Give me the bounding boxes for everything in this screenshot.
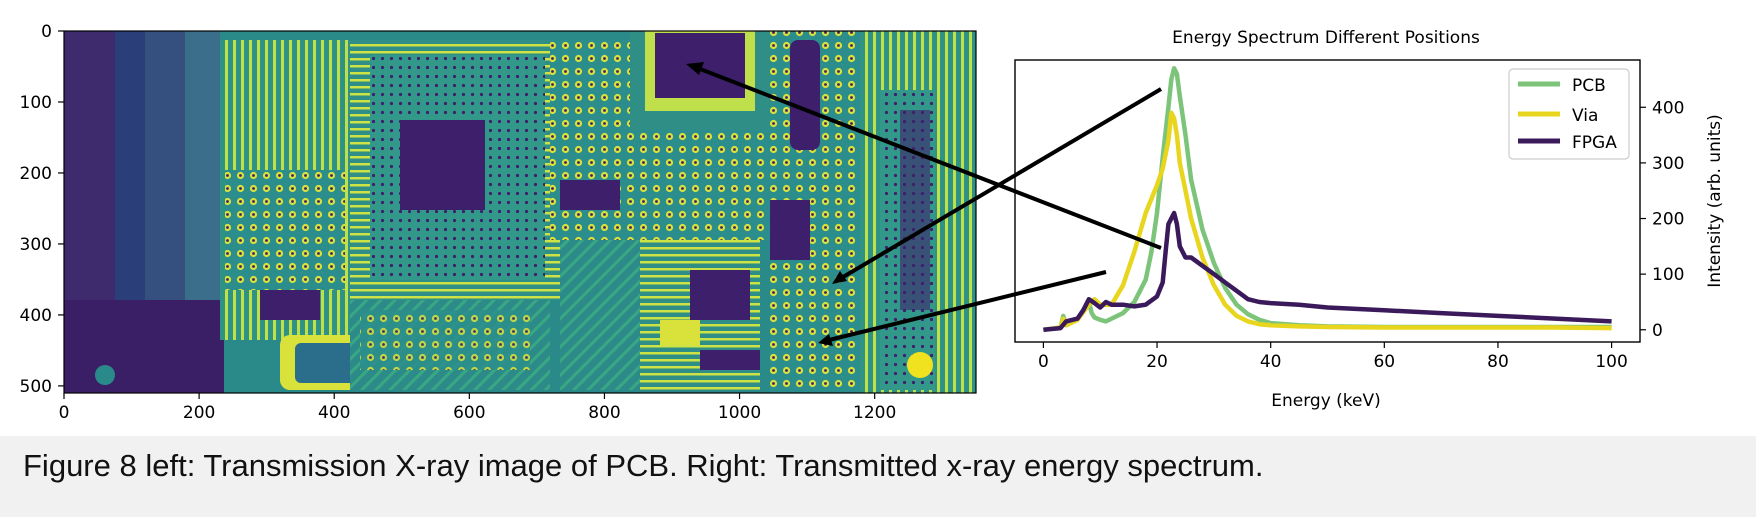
image-xtick-label: 600	[453, 403, 485, 423]
xray-image	[64, 31, 976, 393]
image-xtick-label: 0	[59, 403, 70, 423]
image-ytick-label: 0	[41, 22, 52, 42]
spectrum-xlabel: Energy (keV)	[1271, 391, 1381, 411]
spectrum-series-fpga	[1043, 210, 1612, 333]
image-ytick-label: 200	[20, 164, 52, 184]
image-ytick-label: 400	[20, 306, 52, 326]
spectrum-xtick-label: 40	[1260, 352, 1282, 372]
legend-frame	[1508, 68, 1630, 160]
arrowhead-via	[818, 334, 833, 346]
figure-panel: 0 200 400 600 800 1000 1200 0 100 200 300 400 500 En…	[0, 0, 1756, 436]
image-ytick-label: 100	[20, 93, 52, 113]
arrow-pcb	[836, 87, 1163, 282]
arrow-via	[824, 270, 1107, 343]
spectrum-lines	[1043, 66, 1612, 333]
arrowhead-pcb	[832, 271, 847, 284]
image-xtick-label: 1200	[853, 403, 896, 423]
spectrum-ytick-label: 200	[1652, 210, 1684, 230]
spectrum-ylabel: Intensity (arb. units)	[1705, 114, 1725, 287]
spectrum-axes: 0 20 40 60 80 100 0 100 200 300 400	[1038, 98, 1684, 372]
spectrum-xtick-label: 100	[1595, 352, 1627, 372]
image-xtick-label: 200	[183, 403, 215, 423]
annotation-arrows	[686, 62, 1163, 346]
image-xtick-label: 800	[588, 403, 620, 423]
spectrum-title: Energy Spectrum Different Positions	[1172, 28, 1480, 48]
spectrum-xtick-label: 80	[1487, 352, 1509, 372]
spectrum-legend: PCB Via FPGA	[1508, 68, 1630, 160]
image-ytick-label: 300	[20, 235, 52, 255]
image-ytick-label: 500	[20, 377, 52, 397]
spectrum-ytick-label: 100	[1652, 265, 1684, 285]
spectrum-ytick-label: 300	[1652, 154, 1684, 174]
legend-label-pcb: PCB	[1572, 76, 1606, 96]
spectrum-xtick-label: 20	[1146, 352, 1168, 372]
legend-label-fpga: FPGA	[1572, 133, 1617, 153]
legend-label-via: Via	[1572, 106, 1598, 126]
arrowhead-fpga	[686, 62, 704, 75]
spectrum-ytick-label: 0	[1652, 321, 1663, 341]
spectrum-xtick-label: 60	[1373, 352, 1395, 372]
image-axes: 0 200 400 600 800 1000 1200 0 100 200 300 400 500	[20, 22, 897, 423]
figure-caption: Figure 8 left: Transmission X-ray image …	[23, 448, 1264, 483]
spectrum-ytick-label: 400	[1652, 98, 1684, 118]
image-xtick-label: 400	[318, 403, 350, 423]
spectrum-xtick-label: 0	[1038, 352, 1049, 372]
arrow-fpga	[694, 65, 1162, 250]
image-xtick-label: 1000	[718, 403, 761, 423]
